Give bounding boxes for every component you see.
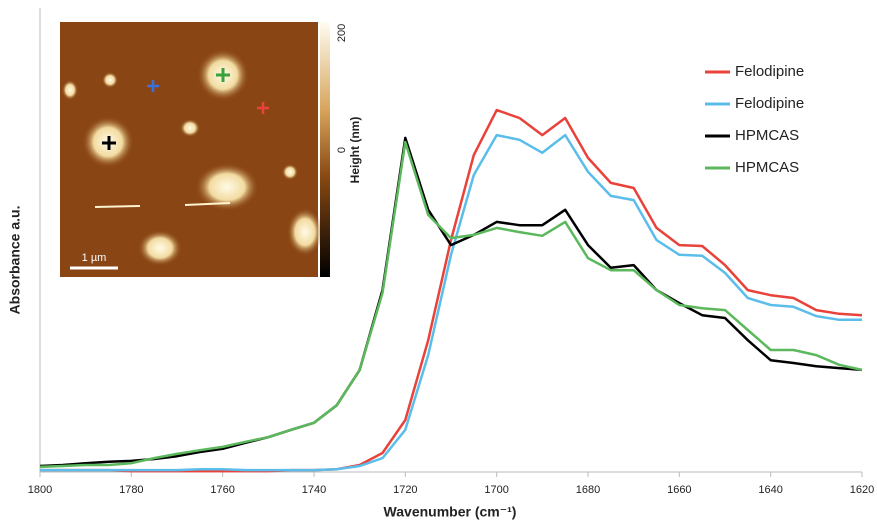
- legend-label: HPMCAS: [735, 127, 799, 144]
- colorbar-max: 200: [336, 24, 348, 42]
- x-tick-label: 1760: [210, 484, 234, 496]
- x-tick-label: 1800: [28, 484, 52, 496]
- colorbar-label: Height (nm): [348, 117, 362, 184]
- x-tick-label: 1700: [484, 484, 508, 496]
- x-tick-label: 1720: [393, 484, 417, 496]
- scale-bar-label: 1 µm: [82, 252, 107, 264]
- legend-label: HPMCAS: [735, 159, 799, 176]
- x-axis-title: Wavenumber (cm⁻¹): [384, 504, 517, 520]
- x-tick-label: 1680: [576, 484, 600, 496]
- chart: 1 µm 200 0 Height (nm) Wavenumber (cm⁻¹)…: [0, 0, 877, 525]
- x-tick-label: 1660: [667, 484, 691, 496]
- afm-inset: 1 µm 200 0 Height (nm): [60, 22, 362, 277]
- x-tick-label: 1780: [119, 484, 143, 496]
- x-tick-label: 1620: [850, 484, 874, 496]
- y-axis-title: Absorbance a.u.: [7, 206, 23, 315]
- legend-label: Felodipine: [735, 63, 804, 80]
- colorbar-mid: 0: [336, 147, 348, 153]
- legend-label: Felodipine: [735, 95, 804, 112]
- x-tick-label: 1740: [302, 484, 326, 496]
- x-tick-label: 1640: [758, 484, 782, 496]
